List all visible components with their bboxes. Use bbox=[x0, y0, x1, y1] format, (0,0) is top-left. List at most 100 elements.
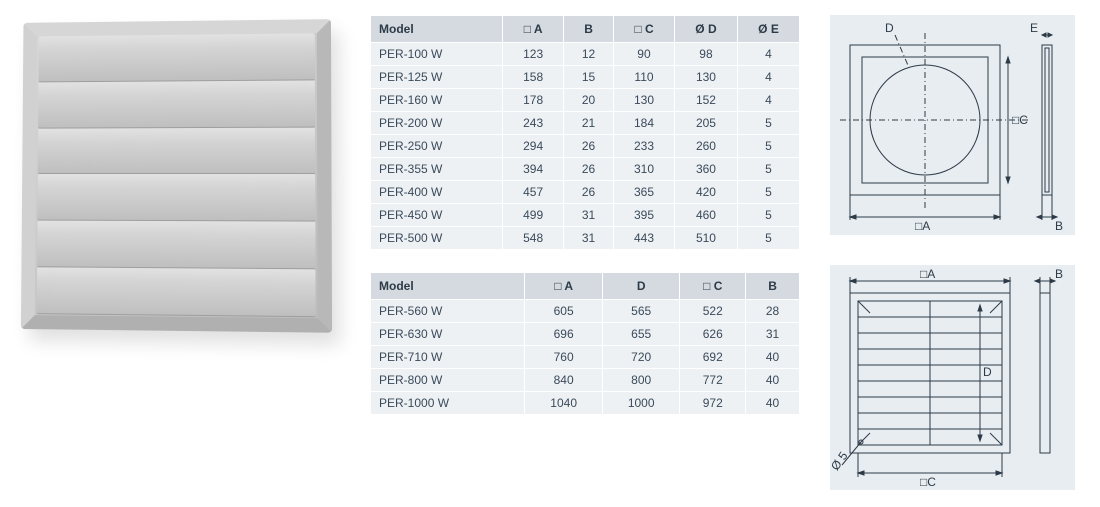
table-cell: 760 bbox=[525, 346, 603, 369]
table-cell: 655 bbox=[602, 323, 680, 346]
table-cell: 294 bbox=[503, 135, 564, 158]
table-cell: 178 bbox=[503, 89, 564, 112]
table-cell: 26 bbox=[564, 181, 614, 204]
table-cell: 40 bbox=[746, 346, 800, 369]
spec-table-2: Model□ AD□ CB PER-560 W60556552228PER-63… bbox=[370, 272, 800, 415]
table-cell: 130 bbox=[674, 66, 737, 89]
table-cell: PER-630 W bbox=[371, 323, 525, 346]
table-cell: 31 bbox=[746, 323, 800, 346]
dim-label-a: □A bbox=[920, 267, 935, 281]
column-header: □ C bbox=[614, 16, 675, 43]
technical-drawing-front: □A B D □C Ø 5 bbox=[830, 265, 1075, 490]
table-row: PER-800 W84080077240 bbox=[371, 369, 800, 392]
column-header: □ C bbox=[680, 273, 746, 300]
table-row: PER-1000 W1040100097240 bbox=[371, 392, 800, 415]
table-cell: 840 bbox=[525, 369, 603, 392]
table-cell: 158 bbox=[503, 66, 564, 89]
table-cell: 310 bbox=[614, 158, 675, 181]
technical-drawing-back: D E □C □A B bbox=[830, 15, 1075, 235]
table-row: PER-560 W60556552228 bbox=[371, 300, 800, 323]
louvre-slat bbox=[38, 80, 315, 128]
louvre-slat bbox=[37, 221, 315, 270]
table-cell: 420 bbox=[674, 181, 737, 204]
column-header: B bbox=[564, 16, 614, 43]
table-cell: 130 bbox=[614, 89, 675, 112]
table-cell: 31 bbox=[564, 204, 614, 227]
table-cell: 365 bbox=[614, 181, 675, 204]
table-cell: 152 bbox=[674, 89, 737, 112]
table-cell: 110 bbox=[614, 66, 675, 89]
table-cell: 28 bbox=[746, 300, 800, 323]
spec-table-1: Model□ AB□ CØ DØ E PER-100 W1231290984PE… bbox=[370, 15, 800, 250]
table-cell: PER-710 W bbox=[371, 346, 525, 369]
column-header: D bbox=[602, 273, 680, 300]
table-cell: 1000 bbox=[602, 392, 680, 415]
table-cell: 510 bbox=[674, 227, 737, 250]
table-cell: 5 bbox=[738, 227, 800, 250]
louvre-slat bbox=[37, 174, 315, 221]
table-cell: 205 bbox=[674, 112, 737, 135]
table-row: PER-100 W1231290984 bbox=[371, 43, 800, 66]
table-row: PER-160 W178201301524 bbox=[371, 89, 800, 112]
table-cell: 40 bbox=[746, 369, 800, 392]
louvre-slat bbox=[38, 127, 315, 174]
table-cell: 31 bbox=[564, 227, 614, 250]
table-cell: 26 bbox=[564, 135, 614, 158]
table-cell: 243 bbox=[503, 112, 564, 135]
table-cell: 20 bbox=[564, 89, 614, 112]
table-cell: 605 bbox=[525, 300, 603, 323]
dim-label-d: D bbox=[885, 21, 894, 35]
table-row: PER-450 W499313954605 bbox=[371, 204, 800, 227]
table-cell: 123 bbox=[503, 43, 564, 66]
table-cell: 522 bbox=[680, 300, 746, 323]
dim-label-d: D bbox=[983, 365, 992, 379]
column-header: □ A bbox=[503, 16, 564, 43]
column-header: Ø D bbox=[674, 16, 737, 43]
table-cell: 499 bbox=[503, 204, 564, 227]
table-cell: 800 bbox=[602, 369, 680, 392]
table-cell: 692 bbox=[680, 346, 746, 369]
table-cell: 15 bbox=[564, 66, 614, 89]
table-cell: PER-800 W bbox=[371, 369, 525, 392]
table-row: PER-125 W158151101304 bbox=[371, 66, 800, 89]
table-cell: 4 bbox=[738, 43, 800, 66]
table-cell: 260 bbox=[674, 135, 737, 158]
table-cell: PER-250 W bbox=[371, 135, 503, 158]
table-cell: 460 bbox=[674, 204, 737, 227]
table-cell: 40 bbox=[746, 392, 800, 415]
dim-label-b: B bbox=[1055, 219, 1063, 233]
table-row: PER-400 W457263654205 bbox=[371, 181, 800, 204]
table-cell: 98 bbox=[674, 43, 737, 66]
table-cell: PER-400 W bbox=[371, 181, 503, 204]
table-cell: PER-355 W bbox=[371, 158, 503, 181]
table-cell: 5 bbox=[738, 112, 800, 135]
table-cell: 1040 bbox=[525, 392, 603, 415]
table-cell: 26 bbox=[564, 158, 614, 181]
table-cell: PER-1000 W bbox=[371, 392, 525, 415]
table-cell: 90 bbox=[614, 43, 675, 66]
table-row: PER-250 W294262332605 bbox=[371, 135, 800, 158]
table-cell: 4 bbox=[738, 89, 800, 112]
table-cell: 972 bbox=[680, 392, 746, 415]
column-header: □ A bbox=[525, 273, 603, 300]
table-cell: 395 bbox=[614, 204, 675, 227]
table-cell: 626 bbox=[680, 323, 746, 346]
table-cell: 394 bbox=[503, 158, 564, 181]
table-cell: 5 bbox=[738, 158, 800, 181]
table-cell: 565 bbox=[602, 300, 680, 323]
dim-label-b: B bbox=[1055, 267, 1063, 281]
table-cell: 457 bbox=[503, 181, 564, 204]
louvre-slat bbox=[39, 33, 315, 82]
column-header: B bbox=[746, 273, 800, 300]
dim-label-e: E bbox=[1030, 21, 1038, 35]
table-cell: 5 bbox=[738, 181, 800, 204]
table-row: PER-200 W243211842055 bbox=[371, 112, 800, 135]
table-cell: 4 bbox=[738, 66, 800, 89]
dim-label-a: □A bbox=[915, 219, 930, 233]
table-cell: 233 bbox=[614, 135, 675, 158]
table-cell: PER-125 W bbox=[371, 66, 503, 89]
table-cell: 720 bbox=[602, 346, 680, 369]
table-cell: PER-500 W bbox=[371, 227, 503, 250]
table-cell: 5 bbox=[738, 204, 800, 227]
table-cell: 696 bbox=[525, 323, 603, 346]
